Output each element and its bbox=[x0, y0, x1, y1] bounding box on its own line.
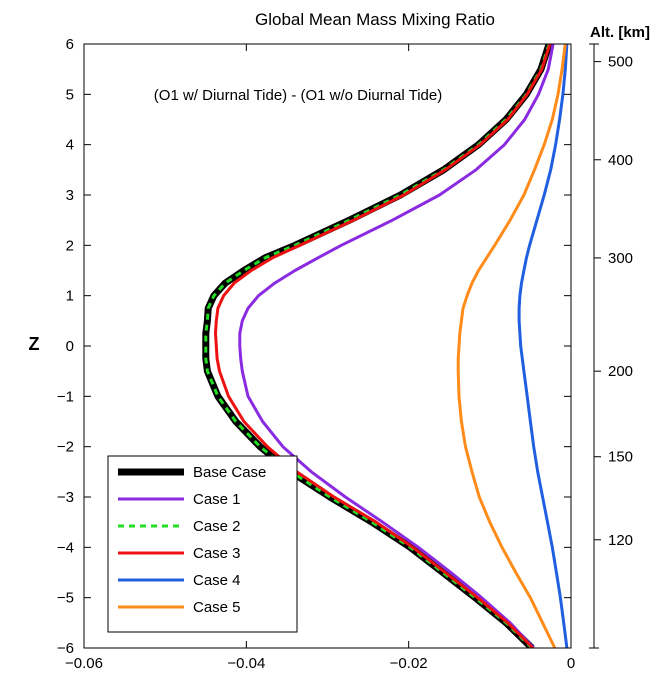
x-axis: −0.06 −0.04 −0.02 0 bbox=[65, 44, 575, 672]
right-axis-tick-label: 120 bbox=[608, 532, 633, 549]
y-tick-label: −3 bbox=[57, 489, 74, 506]
legend-label: Base Case bbox=[193, 464, 266, 481]
x-tick-label: −0.02 bbox=[390, 655, 428, 672]
right-axis-tick-label: 500 bbox=[608, 54, 633, 71]
series-line-case-4 bbox=[517, 44, 569, 648]
chart-annotation: (O1 w/ Diurnal Tide) - (O1 w/o Diurnal T… bbox=[154, 87, 442, 104]
legend-box bbox=[107, 455, 298, 633]
right-axis-tick-label: 300 bbox=[608, 250, 633, 267]
y-tick-label: 2 bbox=[66, 237, 74, 254]
legend-label: Case 2 bbox=[193, 518, 241, 535]
legend-label: Case 5 bbox=[193, 599, 241, 616]
y-tick-label: 1 bbox=[66, 288, 74, 305]
right-axis-tick-label: 400 bbox=[608, 152, 633, 169]
series-line-case-1 bbox=[238, 44, 555, 648]
y-tick-label: −6 bbox=[57, 640, 74, 657]
y-tick-label: −4 bbox=[57, 539, 74, 556]
right-axis-tick-label: 150 bbox=[608, 449, 633, 466]
legend: Base Case Case 1 Case 2 Case 3 Case 4 Case 5 bbox=[107, 455, 298, 633]
series-line-case-2 bbox=[204, 44, 551, 648]
chart-title: Global Mean Mass Mixing Ratio bbox=[255, 10, 495, 29]
y-tick-label: 4 bbox=[66, 137, 74, 154]
series-layer bbox=[202, 44, 569, 648]
y-axis-label: Z bbox=[29, 334, 40, 354]
y-tick-label: 6 bbox=[66, 36, 74, 53]
x-tick-label: 0 bbox=[567, 655, 575, 672]
y-tick-label: −1 bbox=[57, 388, 74, 405]
legend-label: Case 3 bbox=[193, 545, 241, 562]
legend-label: Case 4 bbox=[193, 572, 241, 589]
legend-label: Case 1 bbox=[193, 491, 241, 508]
y-tick-label: 5 bbox=[66, 86, 74, 103]
y-axis: −6 −5 −4 −3 −2 −1 0 1 2 3 4 5 6 bbox=[57, 36, 571, 657]
y-tick-label: 3 bbox=[66, 187, 74, 204]
right-axis-title: Alt. [km] bbox=[590, 24, 650, 41]
series-line-case-5 bbox=[456, 44, 567, 648]
right-axis: 500 400 300 200 150 120 bbox=[589, 43, 633, 649]
right-axis-tick-label: 200 bbox=[608, 363, 633, 380]
x-tick-label: −0.04 bbox=[227, 655, 265, 672]
x-tick-label: −0.06 bbox=[65, 655, 103, 672]
y-tick-label: −2 bbox=[57, 439, 74, 456]
y-tick-label: −5 bbox=[57, 590, 74, 607]
y-tick-label: 0 bbox=[66, 338, 74, 355]
series-line-case-3 bbox=[214, 44, 552, 648]
